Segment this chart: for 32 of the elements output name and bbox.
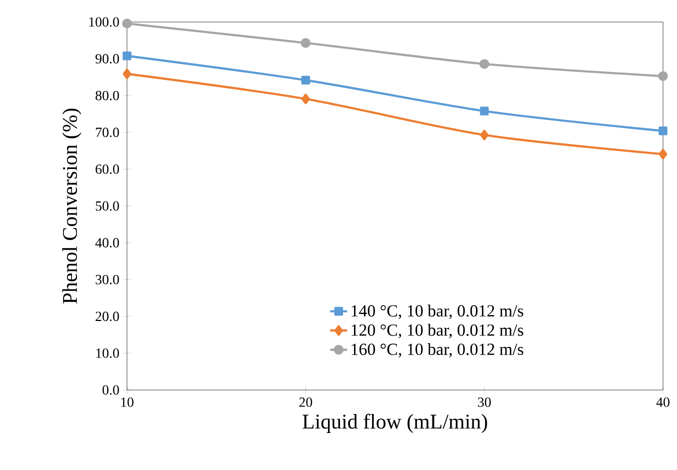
legend-label: 160 °C, 10 bar, 0.012 m/s: [352, 343, 524, 358]
x-tick-label: 10: [121, 398, 134, 407]
y-tick-label: 60.0: [96, 164, 119, 174]
y-tick-label: 70.0: [96, 128, 119, 138]
point: [300, 38, 311, 48]
legend-label: 120 °C, 10 bar, 0.012 m/s: [352, 324, 524, 338]
point: [480, 106, 489, 116]
point: [658, 148, 668, 160]
x-tick-label: 40: [656, 398, 670, 407]
point: [480, 130, 489, 140]
y-tick-label: 90.0: [96, 54, 119, 64]
y-tick-label: 10.0: [96, 348, 119, 358]
y-tick-label: 20.0: [96, 312, 119, 322]
y-axis-title: Phenol Conversion (%): [62, 108, 82, 304]
y-tick-label: 40.0: [95, 238, 119, 248]
x-tick-label: 20: [299, 398, 312, 407]
point: [658, 71, 668, 81]
point: [479, 59, 490, 69]
x-tick-label: 30: [478, 398, 491, 407]
y-tick-label: 0.0: [102, 385, 119, 395]
y-tick-label: 30.0: [96, 274, 119, 284]
point: [122, 68, 132, 80]
point: [301, 76, 310, 85]
x-axis-title: Liquid flow (mL/min): [302, 414, 488, 433]
point: [122, 18, 132, 28]
point: [658, 126, 668, 136]
legend-label: 140 °C, 10 bar, 0.012 m/s: [352, 304, 524, 320]
y-tick-label: 50.0: [96, 201, 119, 211]
y-tick-label: 80.0: [96, 90, 119, 100]
y-tick-label: 100.0: [89, 17, 119, 27]
point: [122, 51, 132, 60]
point: [301, 94, 310, 104]
